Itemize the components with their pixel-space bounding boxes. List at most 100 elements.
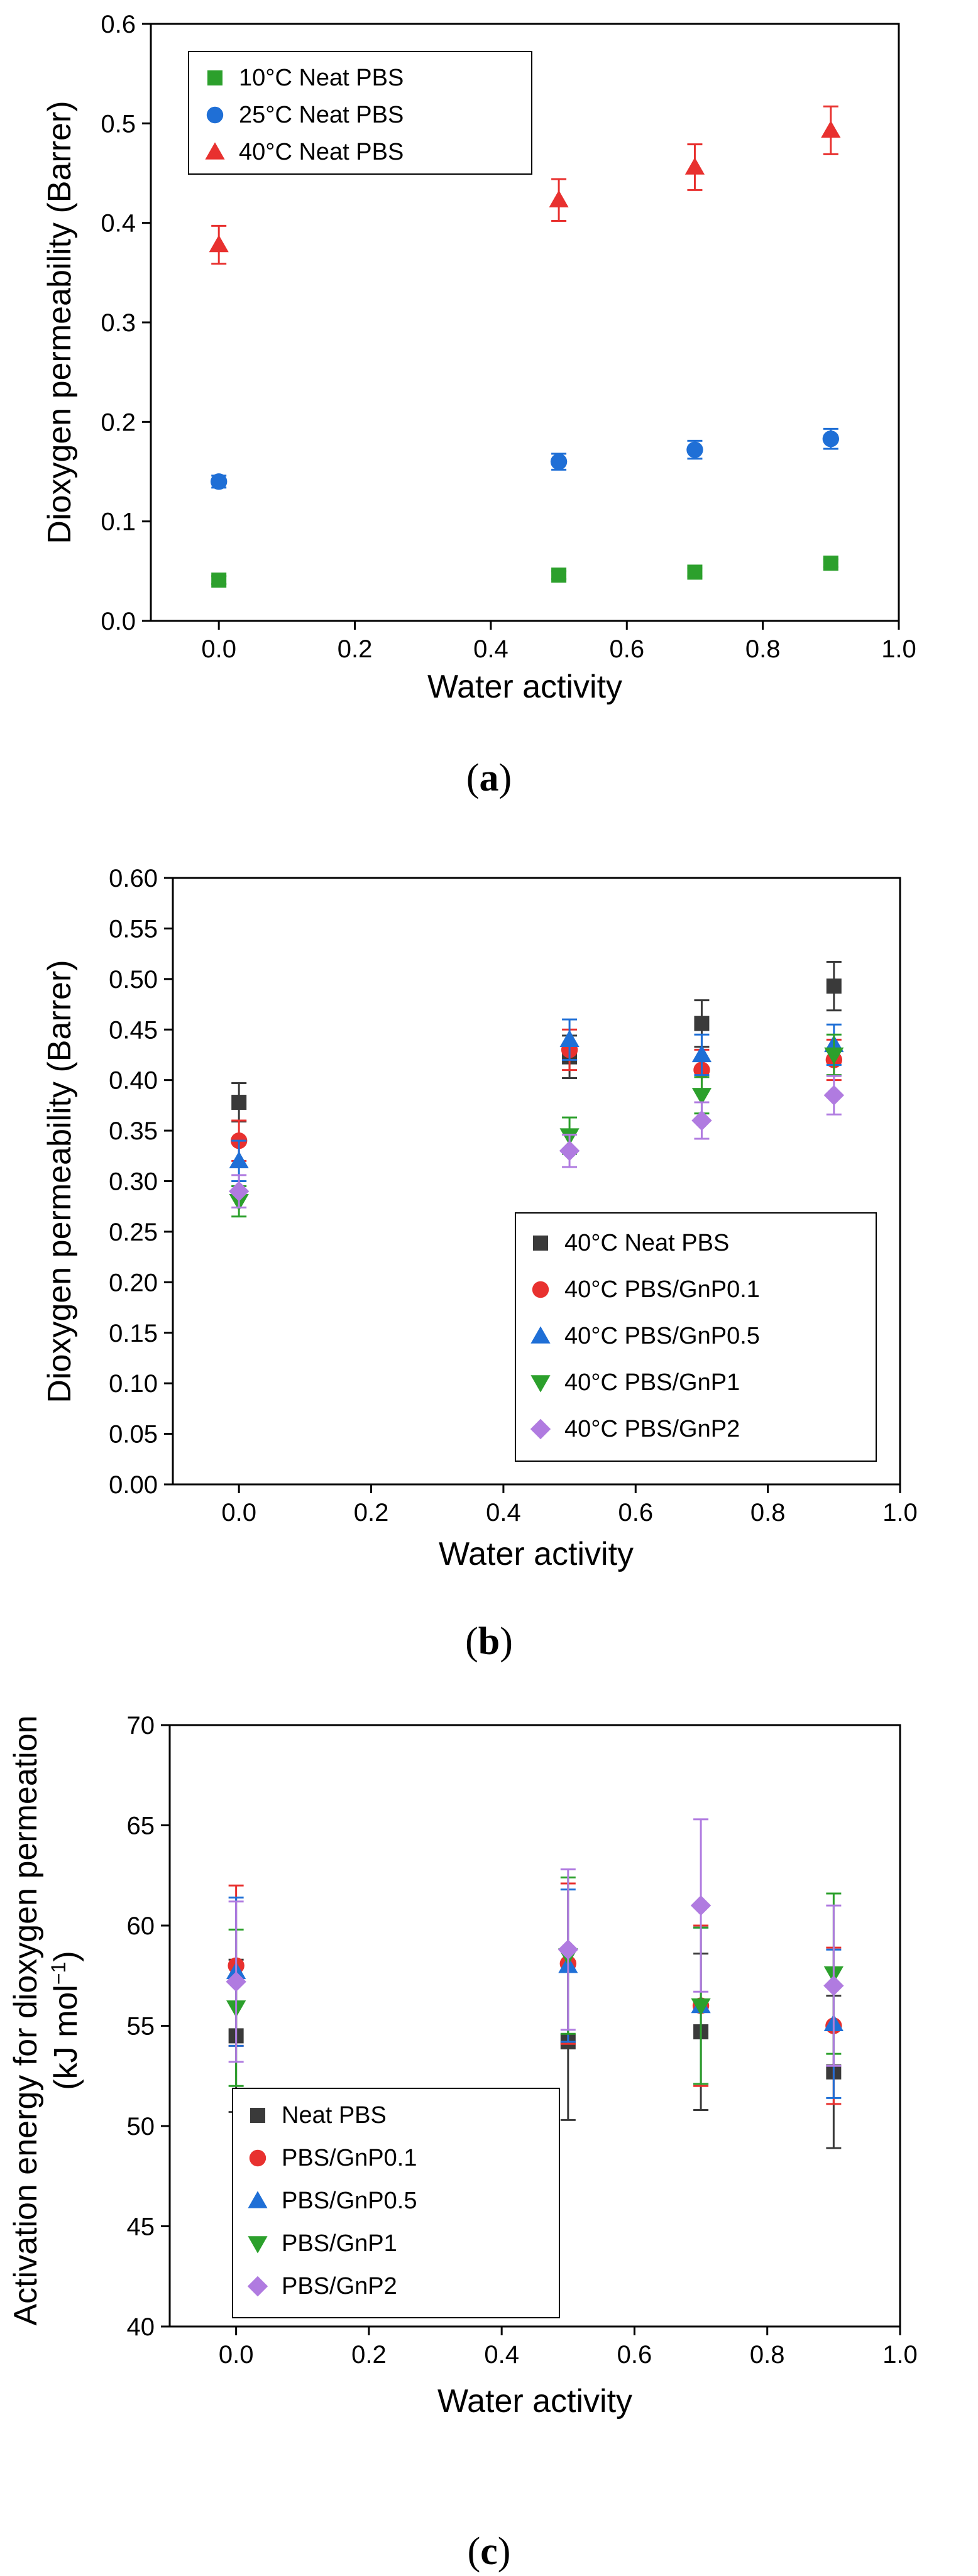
marker-c-4-0	[226, 1971, 246, 1992]
x-tick-label-a-4: 0.8	[745, 635, 781, 663]
panel-caption-b: (b)	[465, 1620, 513, 1663]
x-axis-label-a: Water activity	[427, 669, 622, 705]
legend-box-a	[188, 51, 532, 175]
point-b-2-1	[559, 1018, 580, 1061]
x-axis-label-c: Water activity	[437, 2383, 632, 2420]
panel-caption-a: (a)	[466, 757, 512, 799]
legend-marker-c-2	[248, 2191, 268, 2208]
marker-a-2-2	[684, 157, 705, 175]
legend-label-c-3: PBS/GnP1	[282, 2230, 397, 2257]
y-tick-label-c-3: 55	[127, 2013, 155, 2041]
legend-entries-b	[530, 1236, 551, 1440]
point-a-0-1	[551, 567, 567, 583]
panel-c: 0.0 0.2 0.4 0.6 0.8 1.0 40 45 50 55 60 65 70 Water a…	[8, 1712, 918, 2573]
marker-b-2-2	[691, 1044, 712, 1063]
marker-b-4-2	[691, 1110, 712, 1131]
point-c-4-3	[823, 1904, 844, 2067]
y-tick-label-b-7: 0.35	[109, 1117, 158, 1145]
marker-b-2-1	[559, 1029, 580, 1048]
legend-marker-c-3	[248, 2236, 268, 2254]
marker-b-0-0	[231, 1095, 247, 1110]
y-tick-label-c-0: 40	[127, 2313, 155, 2341]
x-axis-label-b: Water activity	[439, 1536, 634, 1572]
panel-a: 0.0 0.2 0.4 0.6 0.8 1.00.00.10.20.30.40.50.6 …	[41, 11, 916, 799]
axes-a: 0.0 0.2 0.4 0.6 0.8 1.0 0.0 0.1 0.2 0.3 0.4 0.5 0.6	[101, 11, 916, 663]
marker-a-1-3	[822, 430, 840, 447]
x-tick-label-a-3: 0.6	[609, 635, 644, 663]
legend-label-b-0: 40°C Neat PBS	[564, 1230, 729, 1256]
legend-label-c-1: PBS/GnP0.1	[282, 2145, 417, 2171]
y-tick-label-b-2: 0.10	[109, 1370, 158, 1398]
y-tick-label-a-5: 0.5	[101, 110, 136, 138]
marker-b-4-3	[823, 1085, 845, 1105]
point-b-4-1	[559, 1134, 580, 1168]
y-tick-label-a-3: 0.3	[101, 309, 136, 337]
marker-b-3-2	[691, 1088, 712, 1105]
marker-a-0-3	[823, 556, 838, 571]
point-a-2-3	[821, 105, 841, 155]
point-c-4-1	[558, 1868, 579, 2031]
legend-label-c-0: Neat PBS	[282, 2102, 387, 2129]
point-a-0-3	[823, 556, 838, 571]
y-tick-label-c-1: 45	[127, 2213, 155, 2241]
legend-label-b-4: 40°C PBS/GnP2	[564, 1416, 740, 1442]
marker-a-2-1	[549, 190, 569, 207]
y-tick-label-a-4: 0.4	[101, 210, 136, 238]
legend-marker-b-2	[530, 1326, 551, 1344]
legend-c: Neat PBS PBS/GnP0.1 PBS/GnP0.5 PBS/GnP1 …	[232, 2088, 560, 2318]
x-tick-label-c-0: 0.0	[219, 2341, 254, 2369]
marker-c-4-3	[823, 1975, 844, 1996]
marker-b-4-1	[559, 1141, 580, 1161]
point-b-0-3	[826, 960, 842, 1012]
legend-label-b-3: 40°C PBS/GnP1	[564, 1369, 740, 1396]
y-tick-label-b-5: 0.25	[109, 1219, 158, 1246]
legend-label-a-1: 25°C Neat PBS	[239, 102, 404, 128]
marker-a-2-0	[209, 234, 229, 253]
legend-box-c	[232, 2088, 560, 2318]
legend-marker-a-0	[207, 70, 223, 85]
legend-marker-b-4	[530, 1418, 551, 1440]
x-tick-label-a-1: 0.2	[338, 635, 373, 663]
legend-box-b	[515, 1212, 877, 1462]
marker-a-1-1	[550, 453, 568, 470]
y-tick-label-c-5: 65	[127, 1812, 155, 1840]
y-axis-label-c-line2: (kJ mol−1)	[47, 1951, 84, 2090]
y-tick-label-b-1: 0.05	[109, 1421, 158, 1449]
point-b-4-0	[228, 1174, 250, 1209]
legend-label-c-2: PBS/GnP0.5	[282, 2188, 417, 2214]
x-tick-label-c-1: 0.2	[351, 2341, 387, 2369]
marker-a-0-0	[211, 573, 227, 588]
y-axis-label-a: Dioxygen permeability (Barrer)	[41, 101, 78, 544]
legend-label-c-4: PBS/GnP2	[282, 2273, 397, 2299]
marker-a-2-3	[821, 120, 841, 138]
y-axis-label-b: Dioxygen permeability (Barrer)	[41, 960, 78, 1403]
legend-label-b-2: 40°C PBS/GnP0.5	[564, 1323, 760, 1349]
point-a-1-2	[686, 439, 703, 460]
point-c-4-2	[690, 1818, 712, 1993]
y-tick-label-b-6: 0.30	[109, 1168, 158, 1196]
legend-label-a-0: 10°C Neat PBS	[239, 65, 404, 91]
x-tick-label-b-0: 0.0	[221, 1499, 256, 1526]
axes-c: 0.0 0.2 0.4 0.6 0.8 1.0 40 45 50 55 60 65 70	[127, 1712, 918, 2369]
legend-a: 10°C Neat PBS 25°C Neat PBS 40°C Neat PB…	[188, 51, 532, 175]
marker-b-2-0	[229, 1151, 249, 1169]
marker-a-0-2	[687, 564, 703, 580]
marks-c	[226, 1818, 844, 2149]
point-b-2-2	[691, 1033, 712, 1077]
marker-b-4-0	[228, 1181, 250, 1202]
point-a-2-1	[549, 178, 569, 222]
marks-b	[228, 960, 845, 1218]
x-tick-label-a-2: 0.4	[473, 635, 508, 663]
legend-marker-b-0	[533, 1236, 548, 1251]
legend-entries-c	[247, 2108, 268, 2297]
y-tick-label-b-12: 0.60	[109, 865, 158, 892]
legend-marker-c-1	[249, 2149, 266, 2167]
x-tick-label-b-1: 0.2	[354, 1499, 389, 1526]
point-a-0-0	[211, 573, 227, 588]
marker-b-0-2	[694, 1016, 710, 1031]
legend-marker-a-2	[205, 142, 225, 160]
point-b-0-0	[231, 1082, 247, 1123]
y-tick-label-c-6: 70	[127, 1712, 155, 1740]
y-tick-label-a-6: 0.6	[101, 11, 136, 38]
point-a-1-3	[822, 427, 840, 450]
